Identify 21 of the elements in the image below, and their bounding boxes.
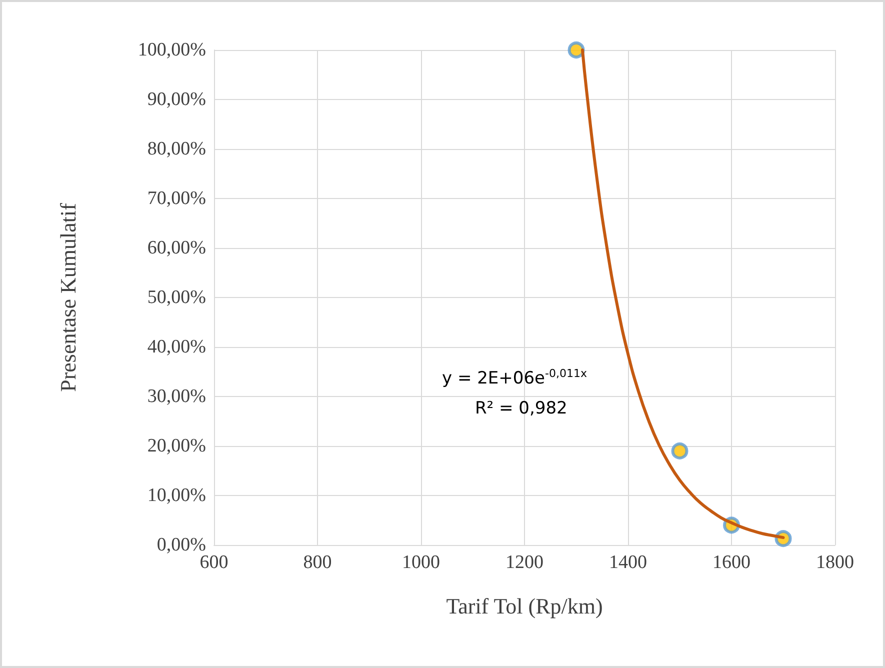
y-tick-label: 10,00%	[147, 485, 206, 506]
x-tick-label: 1000	[402, 552, 440, 573]
y-tick-label: 80,00%	[147, 138, 206, 160]
y-tick-label: 60,00%	[147, 238, 206, 258]
x-tick-label: 1400	[609, 552, 647, 573]
x-axis-title: Tarif Tol (Rp/km)	[446, 594, 603, 618]
point	[671, 442, 688, 460]
y-tick-label: 90,00%	[147, 89, 206, 110]
y-tick-label: 30,00%	[147, 386, 206, 407]
y-tick-label: 50,00%	[147, 287, 206, 308]
x-tick-label: 1200	[506, 552, 544, 573]
y-tick-label: 40,00%	[147, 336, 206, 358]
y-tick-label: 20,00%	[147, 436, 206, 456]
x-tick-label: 1800	[816, 552, 854, 573]
y-tick-label: 70,00%	[147, 188, 206, 209]
x-tick-label: 1600	[712, 552, 750, 573]
y-tick-label: 100,00%	[138, 40, 206, 60]
x-tick-label: 800	[303, 552, 332, 573]
point	[568, 42, 585, 58]
annotation: R² = 0,982	[475, 398, 568, 418]
y-axis-title: Presentase Kumulatif	[56, 202, 80, 392]
